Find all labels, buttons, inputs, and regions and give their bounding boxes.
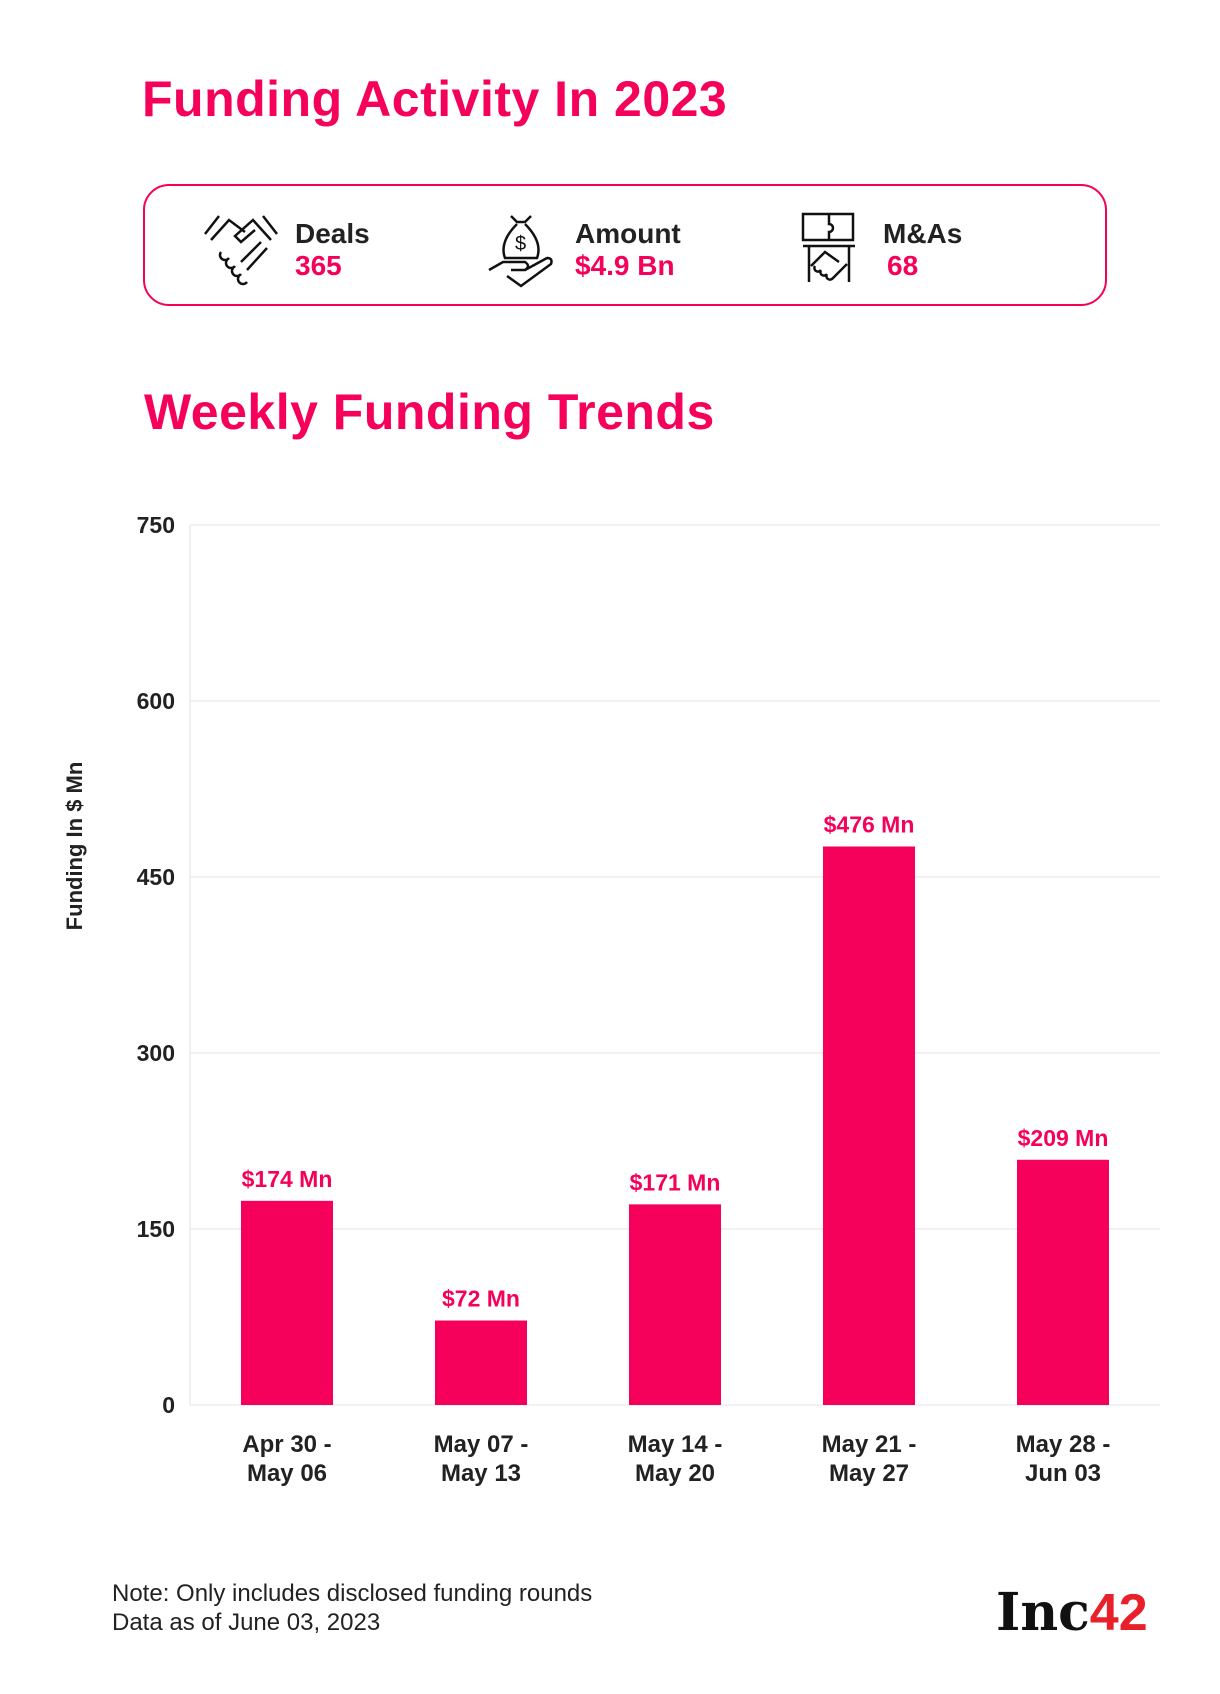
footnote: Note: Only includes disclosed funding ro…: [112, 1580, 593, 1607]
y-tick-label: 300: [137, 1040, 175, 1066]
y-tick-label: 600: [137, 688, 175, 714]
data-label: $174 Mn: [242, 1166, 333, 1192]
data-label: $72 Mn: [442, 1286, 520, 1312]
handshake-icon: [204, 215, 278, 286]
x-tick-label: Apr 30 -: [242, 1431, 331, 1458]
stat-label: Amount: [575, 218, 681, 249]
money-bag-hand-icon: $: [488, 215, 553, 288]
x-tick-label: May 28 -: [1016, 1431, 1111, 1458]
y-tick-label: 450: [137, 864, 175, 890]
section-title: Weekly Funding Trends: [144, 384, 715, 440]
puzzle-handshake-icon: [801, 212, 855, 282]
data-date: Data as of June 03, 2023: [112, 1609, 381, 1636]
data-label: $209 Mn: [1018, 1125, 1109, 1151]
x-tick-label: May 06: [247, 1460, 327, 1487]
x-tick-label: May 21 -: [822, 1431, 917, 1458]
x-tick-label: May 14 -: [628, 1431, 723, 1458]
stat-value: 365: [295, 250, 342, 281]
svg-text:$: $: [515, 233, 526, 255]
stat-value: 68: [887, 250, 919, 281]
stat-deals: Deals 365: [201, 212, 370, 288]
logo-number: 42: [1089, 1584, 1148, 1642]
inc42-logo: Inc42: [996, 1582, 1148, 1643]
stat-amount: $ Amount $4.9 Bn: [481, 212, 681, 288]
bar: [241, 1200, 333, 1405]
stat-label: Deals: [295, 218, 370, 249]
y-axis-label: Funding In $ Mn: [62, 762, 87, 931]
y-tick-label: 0: [162, 1392, 175, 1418]
x-tick-label: May 13: [441, 1460, 521, 1487]
stat-value: $4.9 Bn: [575, 250, 675, 281]
y-tick-label: 150: [137, 1216, 175, 1242]
bar: [629, 1204, 721, 1405]
page-title: Funding Activity In 2023: [142, 71, 728, 127]
bar: [435, 1320, 527, 1405]
x-tick-label: May 07 -: [434, 1431, 529, 1458]
bar: [1017, 1159, 1109, 1405]
stat-mas: M&As 68: [789, 212, 962, 288]
x-tick-label: May 27: [829, 1460, 909, 1487]
logo-text: Inc: [996, 1582, 1090, 1643]
bar: [823, 846, 915, 1405]
y-tick-label: 750: [137, 512, 175, 538]
data-label: $171 Mn: [630, 1169, 721, 1195]
stats-box: Deals 365 $ Amount $4.9 Bn M&As 68: [143, 184, 1107, 306]
x-tick-label: May 20: [635, 1460, 715, 1487]
x-tick-label: Jun 03: [1025, 1460, 1101, 1487]
stat-label: M&As: [883, 218, 963, 249]
data-label: $476 Mn: [824, 811, 915, 837]
